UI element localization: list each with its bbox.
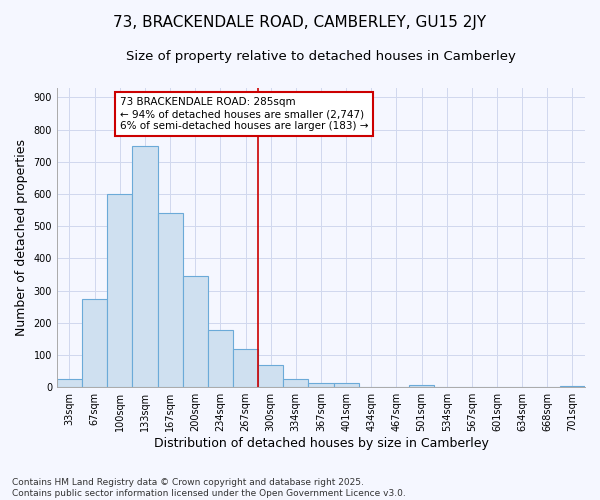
Bar bbox=[107, 194, 133, 387]
Bar bbox=[182, 276, 208, 387]
Bar bbox=[158, 214, 182, 387]
Text: 73 BRACKENDALE ROAD: 285sqm
← 94% of detached houses are smaller (2,747)
6% of s: 73 BRACKENDALE ROAD: 285sqm ← 94% of det… bbox=[120, 98, 368, 130]
Bar bbox=[258, 364, 283, 387]
Bar bbox=[308, 384, 334, 387]
Bar bbox=[560, 386, 585, 387]
X-axis label: Distribution of detached houses by size in Camberley: Distribution of detached houses by size … bbox=[154, 437, 488, 450]
Text: Contains HM Land Registry data © Crown copyright and database right 2025.
Contai: Contains HM Land Registry data © Crown c… bbox=[12, 478, 406, 498]
Title: Size of property relative to detached houses in Camberley: Size of property relative to detached ho… bbox=[126, 50, 516, 63]
Bar bbox=[283, 379, 308, 387]
Y-axis label: Number of detached properties: Number of detached properties bbox=[15, 139, 28, 336]
Bar bbox=[133, 146, 158, 387]
Bar bbox=[208, 330, 233, 387]
Bar bbox=[233, 348, 258, 387]
Bar bbox=[334, 384, 359, 387]
Bar bbox=[409, 384, 434, 387]
Bar bbox=[82, 298, 107, 387]
Bar bbox=[57, 379, 82, 387]
Text: 73, BRACKENDALE ROAD, CAMBERLEY, GU15 2JY: 73, BRACKENDALE ROAD, CAMBERLEY, GU15 2J… bbox=[113, 15, 487, 30]
